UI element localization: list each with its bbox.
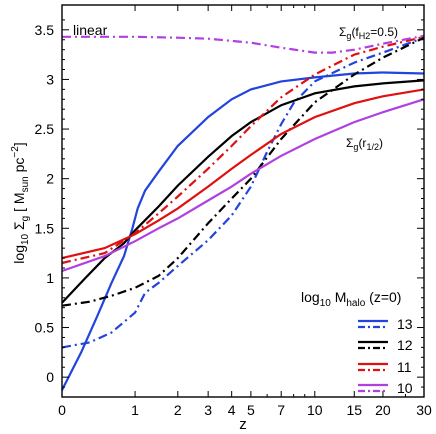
series-line-10-solid bbox=[61, 98, 425, 273]
y-tick-label: 1.5 bbox=[35, 220, 55, 236]
x-tick-label: 30 bbox=[416, 402, 432, 418]
y-tick-label: 1 bbox=[46, 270, 54, 286]
y-tick-label: 0 bbox=[46, 369, 54, 385]
legend: log10 Mhalo (z=0) 13 12 11 10 bbox=[301, 289, 413, 396]
series-line-11-solid bbox=[61, 88, 425, 260]
x-tick-label: 5 bbox=[247, 402, 255, 418]
series-line-12-solid bbox=[61, 79, 425, 304]
x-tick-label: 2 bbox=[174, 402, 182, 418]
x-tick-label: 15 bbox=[346, 402, 362, 418]
corner-label: linear bbox=[73, 22, 108, 38]
x-tick-label: 4 bbox=[228, 402, 236, 418]
series-line-12-dashdot bbox=[61, 36, 425, 307]
series-line-13-solid bbox=[61, 71, 425, 391]
x-tick-label: 7 bbox=[277, 402, 285, 418]
plot-area bbox=[61, 34, 425, 391]
x-tick-label: 1 bbox=[131, 402, 139, 418]
y-tick-label: 3 bbox=[46, 71, 54, 87]
x-tick-label: 10 bbox=[307, 402, 323, 418]
x-tick-label: 3 bbox=[204, 402, 212, 418]
legend-title: log10 Mhalo (z=0) bbox=[301, 289, 401, 309]
series-line-13-dashdot bbox=[61, 36, 425, 349]
fh2-annotation: Σg(fH2=0.5) bbox=[339, 25, 398, 41]
legend-label: 12 bbox=[397, 337, 413, 353]
y-axis-label: log10 Σg [ Msun pc−2] bbox=[10, 142, 31, 263]
plot-frame bbox=[61, 4, 425, 398]
legend-label: 11 bbox=[397, 359, 412, 375]
y-tick-label: 3.5 bbox=[35, 22, 55, 38]
series-line-11-dashdot bbox=[61, 35, 425, 265]
y-tick-label: 0.5 bbox=[35, 320, 55, 336]
rhalf-annotation: Σg(r1/2) bbox=[346, 136, 383, 152]
legend-label: 10 bbox=[397, 380, 413, 396]
series-line-10-dashdot bbox=[62, 34, 425, 54]
x-tick-label: 0 bbox=[58, 402, 66, 418]
x-tick-label: 20 bbox=[375, 402, 391, 418]
x-axis-label: z bbox=[239, 416, 247, 433]
y-tick-label: 2.5 bbox=[35, 121, 55, 137]
legend-label: 13 bbox=[397, 316, 413, 332]
y-tick-label: 2 bbox=[46, 171, 54, 187]
